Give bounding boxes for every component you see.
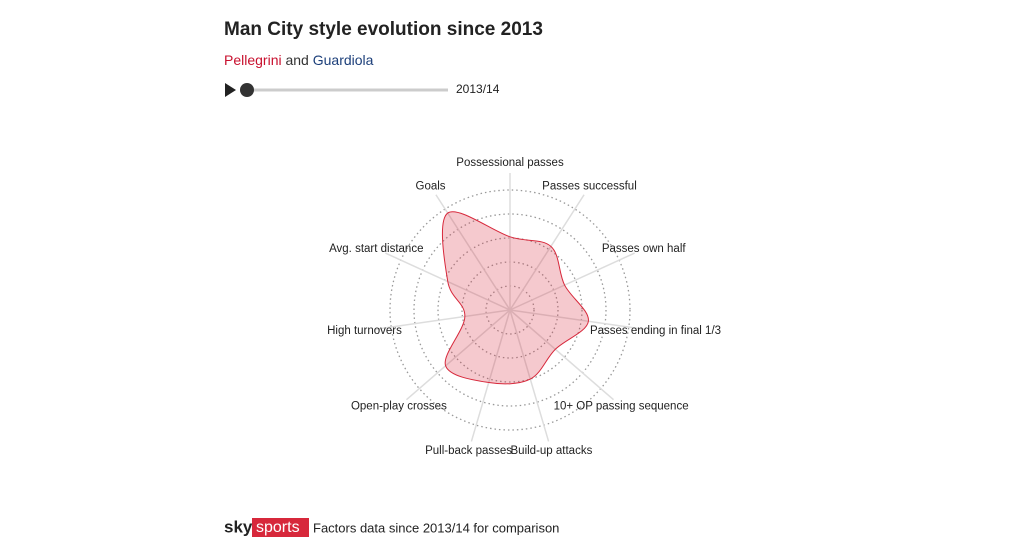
axis-label: Avg. start distance (329, 243, 423, 255)
manager-1: Pellegrini (224, 52, 282, 68)
grid-ring (389, 189, 631, 431)
axis-label: Build-up attacks (511, 445, 593, 457)
axis-line (509, 309, 646, 331)
conjunction: and (285, 52, 308, 68)
axis-line (509, 252, 635, 311)
axis-line (470, 309, 511, 442)
subtitle: Pellegrini and Guardiola (224, 52, 374, 68)
grid-ring (413, 213, 607, 407)
axis-label: Passes own half (602, 243, 687, 255)
axis-label: High turnovers (327, 325, 402, 337)
slider-knob[interactable] (240, 83, 254, 97)
axis-line (509, 309, 550, 442)
axis-line (435, 194, 511, 311)
grid-ring (485, 285, 535, 335)
axis-label: 10+ OP passing sequence (554, 400, 689, 412)
chart-title: Man City style evolution since 2013 (224, 19, 543, 40)
footer-note: Factors data since 2013/14 for compariso… (313, 520, 559, 535)
radar-area (441, 211, 589, 385)
manager-2: Guardiola (313, 52, 374, 68)
logo-box (252, 518, 309, 537)
logo-sky: sky (224, 517, 253, 536)
play-button[interactable] (225, 83, 236, 97)
axis-label: Open-play crosses (351, 400, 447, 412)
axis-line (374, 309, 511, 331)
axis-label: Possessional passes (456, 157, 564, 169)
axis-label: Goals (416, 180, 446, 192)
axis-line (405, 309, 511, 401)
axis-label: Passes successful (542, 180, 637, 192)
axis-line (509, 194, 585, 311)
axis-line (509, 309, 615, 401)
logo-sports: sports (256, 519, 300, 536)
season-label: 2013/14 (456, 82, 500, 96)
radar: Possessional passes Passes successful Pass… (327, 157, 721, 457)
axis-label: Passes ending in final 1/3 (590, 325, 721, 337)
axis-label: Pull-back passes (425, 445, 512, 457)
